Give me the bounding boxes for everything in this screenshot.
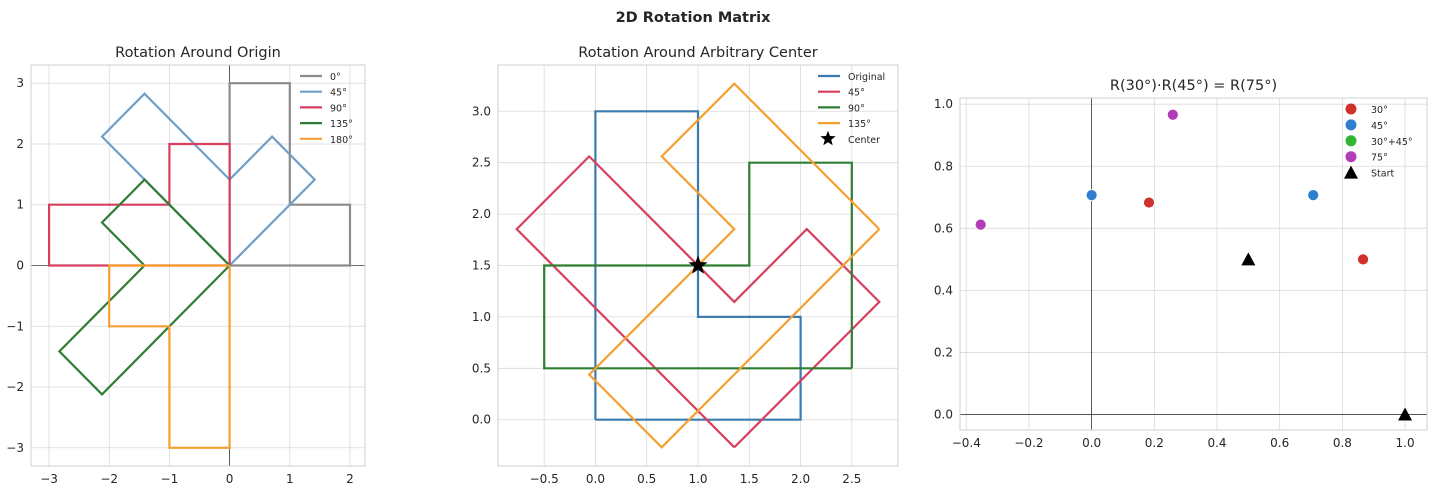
legend-label: 0°: [330, 72, 341, 83]
legend-label: 30°+45°: [1371, 137, 1413, 148]
x-tick-label: 0.6: [1270, 436, 1289, 450]
panel-rotation-center: −0.5 0.0 0.5 1.0 1.5 2.0 2.5 0.0 0.5 1.0 1.5 2.0 2.5…: [472, 45, 899, 486]
x-tick-label: 0.5: [637, 472, 656, 486]
series-line: [587, 82, 881, 449]
y-tick-label: 0.6: [934, 221, 953, 235]
legend-label: 45°: [1371, 121, 1388, 132]
y-tick-label: −3: [6, 441, 24, 455]
x-tick-label: −0.5: [530, 472, 559, 486]
x-tick-label: −0.4: [952, 436, 981, 450]
scatter-point: [1166, 108, 1179, 121]
y-tick-label: 1.5: [472, 259, 491, 273]
x-tick-label: 0.8: [1333, 436, 1352, 450]
legend-label: 75°: [1371, 153, 1388, 164]
y-tick-label: 0.0: [472, 413, 491, 427]
y-tick-label: 2.0: [472, 207, 491, 221]
legend-label: Original: [848, 72, 885, 83]
y-tick-label: 1.0: [934, 97, 953, 111]
y-tick-label: 0.5: [472, 361, 491, 375]
y-tick-label: 0.8: [934, 159, 953, 173]
x-tick-label: 0.4: [1207, 436, 1226, 450]
scatter-point: [1143, 196, 1155, 209]
series-line: [543, 161, 853, 370]
y-tick-label: 0.2: [934, 345, 953, 359]
legend-circle-marker: [1345, 151, 1357, 163]
x-tick-label: −3: [40, 472, 58, 486]
legend-star-marker: [820, 130, 836, 146]
x-tick-label: −0.2: [1014, 436, 1043, 450]
x-tick-label: 1.0: [1396, 436, 1415, 450]
panel-composition: −0.4 −0.2 0.0 0.2 0.4 0.6 0.8 1.0 0.0 0.2 0.4 0.6 0.…: [934, 78, 1428, 450]
series-line: [100, 92, 317, 267]
x-tick-label: 2: [346, 472, 354, 486]
x-tick-label: 2.5: [842, 472, 861, 486]
scatter-point: [1398, 407, 1413, 421]
scatter-point: [1085, 189, 1098, 202]
x-tick-label: 0.0: [586, 472, 605, 486]
y-tick-label: 3.0: [472, 104, 491, 118]
x-tick-label: −2: [100, 472, 118, 486]
x-tick-label: 1.5: [740, 472, 759, 486]
legend-label: 90°: [330, 103, 347, 114]
x-tick-label: 0.2: [1145, 436, 1164, 450]
x-tick-label: 2.0: [791, 472, 810, 486]
legend-circle-marker: [1345, 103, 1357, 115]
y-tick-label: 2.5: [472, 156, 491, 170]
legend-circle-marker: [1345, 119, 1357, 131]
axes-frame: [30, 64, 366, 467]
y-tick-label: 2: [16, 137, 24, 151]
axes-frame: [959, 97, 1428, 431]
legend-circle-marker: [1345, 135, 1357, 147]
panel-title: R(30°)·R(45°) = R(75°): [1110, 78, 1277, 94]
series-line: [57, 178, 231, 396]
series-line: [594, 110, 802, 421]
x-tick-label: 1: [286, 472, 294, 486]
legend-label: 45°: [848, 88, 865, 99]
legend-label: 30°: [1371, 105, 1388, 116]
series-line: [515, 154, 881, 449]
legend-label: 90°: [848, 103, 865, 114]
legend-label: 135°: [848, 119, 871, 130]
y-tick-label: 0.0: [934, 407, 953, 421]
x-tick-label: −1: [161, 472, 179, 486]
scatter-point: [1357, 253, 1369, 266]
panel-title: Rotation Around Arbitrary Center: [578, 45, 818, 61]
legend-triangle-marker: [1344, 165, 1358, 179]
legend-label: 45°: [330, 88, 347, 99]
legend-label: Center: [848, 135, 880, 146]
y-tick-label: −2: [6, 380, 24, 394]
axes-frame: [497, 64, 899, 467]
legend-label: Start: [1371, 169, 1394, 180]
scatter-point: [1241, 252, 1256, 266]
scatter-point: [1307, 189, 1320, 202]
panel-rotation-origin: −3 −2 −1 0 1 2 −3 −2 −1 0 1 2 3 Rotation Around Origi…: [6, 45, 366, 486]
y-tick-label: 0.4: [934, 283, 953, 297]
x-tick-label: 1.0: [688, 472, 707, 486]
legend-label: 180°: [330, 135, 353, 146]
figure-suptitle: 2D Rotation Matrix: [616, 10, 772, 26]
y-tick-label: 3: [16, 76, 24, 90]
x-tick-label: 0: [226, 472, 234, 486]
center-star-marker: [688, 255, 708, 274]
legend-label: 135°: [330, 119, 353, 130]
y-tick-label: 0: [16, 259, 24, 273]
panel-title: Rotation Around Origin: [115, 45, 281, 61]
scatter-point: [974, 218, 987, 231]
series-line: [108, 264, 231, 449]
y-tick-label: 1: [16, 198, 24, 212]
y-tick-label: 1.0: [472, 310, 491, 324]
x-tick-label: 0.0: [1082, 436, 1101, 450]
y-tick-label: −1: [6, 319, 24, 333]
